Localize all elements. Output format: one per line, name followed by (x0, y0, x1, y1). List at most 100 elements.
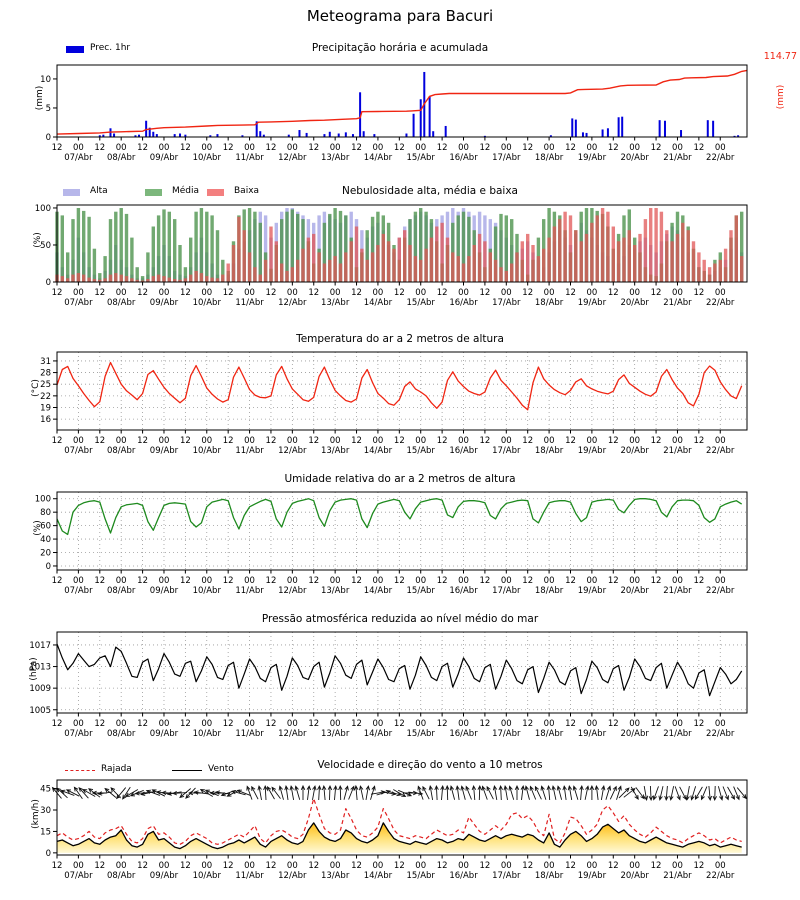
svg-text:11/Abr: 11/Abr (235, 298, 264, 308)
svg-text:12: 12 (137, 719, 148, 729)
svg-text:22/Abr: 22/Abr (706, 446, 735, 456)
svg-text:07/Abr: 07/Abr (64, 298, 93, 308)
svg-text:14/Abr: 14/Abr (364, 153, 393, 163)
svg-text:00: 00 (415, 719, 426, 729)
svg-text:12: 12 (479, 719, 490, 729)
svg-text:00: 00 (586, 288, 597, 298)
svg-text:00: 00 (159, 288, 170, 298)
svg-text:00: 00 (715, 288, 726, 298)
svg-text:12: 12 (137, 143, 148, 153)
svg-text:21/Abr: 21/Abr (663, 446, 692, 456)
svg-text:07/Abr: 07/Abr (64, 153, 93, 163)
svg-text:00: 00 (116, 436, 127, 446)
svg-text:12: 12 (479, 576, 490, 586)
humidity-title: Umidade relativa do ar a 2 metros de alt… (284, 473, 516, 485)
svg-text:00: 00 (544, 436, 555, 446)
svg-text:12: 12 (437, 143, 448, 153)
svg-text:08/Abr: 08/Abr (107, 729, 136, 739)
svg-text:12/Abr: 12/Abr (278, 446, 307, 456)
svg-text:12: 12 (266, 143, 277, 153)
svg-text:12: 12 (351, 576, 362, 586)
svg-text:12: 12 (394, 288, 405, 298)
svg-text:50: 50 (40, 241, 51, 251)
svg-text:00: 00 (201, 143, 212, 153)
svg-text:00: 00 (458, 719, 469, 729)
svg-text:20/Abr: 20/Abr (620, 446, 649, 456)
svg-text:0: 0 (46, 278, 51, 288)
svg-text:12: 12 (651, 576, 662, 586)
svg-text:16/Abr: 16/Abr (449, 729, 478, 739)
svg-text:12: 12 (223, 576, 234, 586)
svg-text:22/Abr: 22/Abr (706, 586, 735, 596)
svg-text:19/Abr: 19/Abr (578, 153, 607, 163)
svg-text:12: 12 (351, 719, 362, 729)
svg-text:10/Abr: 10/Abr (193, 871, 222, 881)
svg-text:00: 00 (244, 861, 255, 871)
svg-text:00: 00 (244, 436, 255, 446)
cloud-alta-legend-label: Alta (90, 186, 108, 196)
svg-text:12: 12 (651, 861, 662, 871)
svg-text:18/Abr: 18/Abr (535, 871, 564, 881)
temperature-title: Temperatura do ar a 2 metros de altura (296, 333, 504, 345)
prec-1hr-legend-swatch (66, 46, 84, 53)
svg-text:12: 12 (651, 143, 662, 153)
svg-text:12: 12 (693, 436, 704, 446)
svg-text:19/Abr: 19/Abr (578, 729, 607, 739)
svg-text:12: 12 (223, 436, 234, 446)
svg-text:00: 00 (544, 288, 555, 298)
svg-text:00: 00 (159, 576, 170, 586)
svg-text:21/Abr: 21/Abr (663, 153, 692, 163)
svg-text:12: 12 (266, 861, 277, 871)
svg-text:40: 40 (40, 535, 51, 545)
svg-text:17/Abr: 17/Abr (492, 153, 521, 163)
svg-text:16/Abr: 16/Abr (449, 153, 478, 163)
svg-text:12: 12 (223, 719, 234, 729)
svg-text:12: 12 (351, 143, 362, 153)
rajada-legend-swatch (65, 770, 95, 771)
svg-text:12: 12 (52, 288, 63, 298)
svg-text:08/Abr: 08/Abr (107, 446, 136, 456)
accumulated-total-annotation: 114.77 (763, 51, 797, 62)
svg-text:19/Abr: 19/Abr (578, 298, 607, 308)
svg-text:12: 12 (52, 436, 63, 446)
svg-text:12: 12 (522, 143, 533, 153)
svg-text:20/Abr: 20/Abr (620, 729, 649, 739)
svg-text:00: 00 (330, 436, 341, 446)
svg-text:12: 12 (94, 436, 105, 446)
svg-text:10/Abr: 10/Abr (193, 586, 222, 596)
svg-text:09/Abr: 09/Abr (150, 729, 179, 739)
svg-text:18/Abr: 18/Abr (535, 298, 564, 308)
svg-text:11/Abr: 11/Abr (235, 871, 264, 881)
svg-text:00: 00 (287, 576, 298, 586)
svg-text:00: 00 (544, 143, 555, 153)
svg-text:00: 00 (244, 719, 255, 729)
svg-text:00: 00 (715, 719, 726, 729)
svg-text:12: 12 (394, 719, 405, 729)
svg-text:12: 12 (308, 288, 319, 298)
svg-text:12: 12 (693, 861, 704, 871)
svg-text:12: 12 (180, 436, 191, 446)
svg-text:12: 12 (223, 143, 234, 153)
svg-text:07/Abr: 07/Abr (64, 586, 93, 596)
svg-text:00: 00 (373, 861, 384, 871)
svg-text:00: 00 (629, 288, 640, 298)
svg-text:11/Abr: 11/Abr (235, 586, 264, 596)
svg-text:12: 12 (479, 861, 490, 871)
svg-text:00: 00 (501, 436, 512, 446)
svg-text:12: 12 (137, 576, 148, 586)
svg-text:09/Abr: 09/Abr (150, 153, 179, 163)
pressure-ylabel: (hPa) (29, 657, 39, 681)
svg-text:12: 12 (94, 576, 105, 586)
svg-text:13/Abr: 13/Abr (321, 298, 350, 308)
svg-text:00: 00 (586, 719, 597, 729)
svg-text:12: 12 (522, 436, 533, 446)
svg-text:15: 15 (40, 827, 51, 837)
svg-text:00: 00 (629, 576, 640, 586)
svg-text:19: 19 (40, 403, 51, 413)
svg-text:13/Abr: 13/Abr (321, 729, 350, 739)
svg-text:12: 12 (52, 861, 63, 871)
svg-text:12: 12 (308, 436, 319, 446)
svg-text:08/Abr: 08/Abr (107, 153, 136, 163)
svg-text:20/Abr: 20/Abr (620, 153, 649, 163)
